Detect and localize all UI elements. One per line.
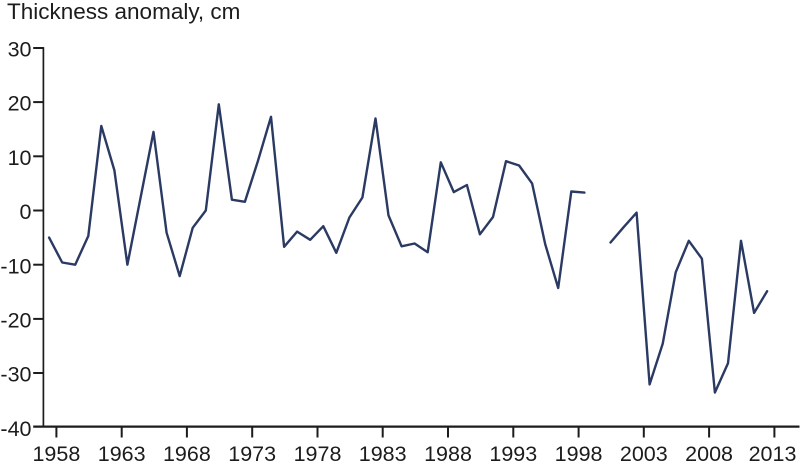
svg-text:1988: 1988: [424, 442, 472, 466]
svg-text:0: 0: [20, 200, 32, 224]
svg-text:1993: 1993: [489, 442, 537, 466]
svg-text:2008: 2008: [685, 442, 733, 466]
svg-text:1963: 1963: [98, 442, 146, 466]
svg-text:1978: 1978: [294, 442, 342, 466]
svg-text:10: 10: [8, 146, 32, 170]
svg-text:1983: 1983: [359, 442, 407, 466]
svg-text:1973: 1973: [228, 442, 276, 466]
svg-text:20: 20: [8, 92, 32, 116]
svg-text:Thickness anomaly, cm: Thickness anomaly, cm: [7, 0, 240, 24]
svg-text:1968: 1968: [163, 442, 211, 466]
svg-text:30: 30: [8, 38, 32, 62]
svg-text:2013: 2013: [749, 442, 797, 466]
svg-text:-30: -30: [0, 363, 31, 387]
svg-text:-20: -20: [0, 309, 31, 333]
svg-text:2003: 2003: [620, 442, 668, 466]
svg-text:-40: -40: [0, 417, 31, 441]
svg-text:1998: 1998: [555, 442, 603, 466]
svg-text:-10: -10: [0, 254, 31, 278]
svg-text:1958: 1958: [32, 442, 80, 466]
